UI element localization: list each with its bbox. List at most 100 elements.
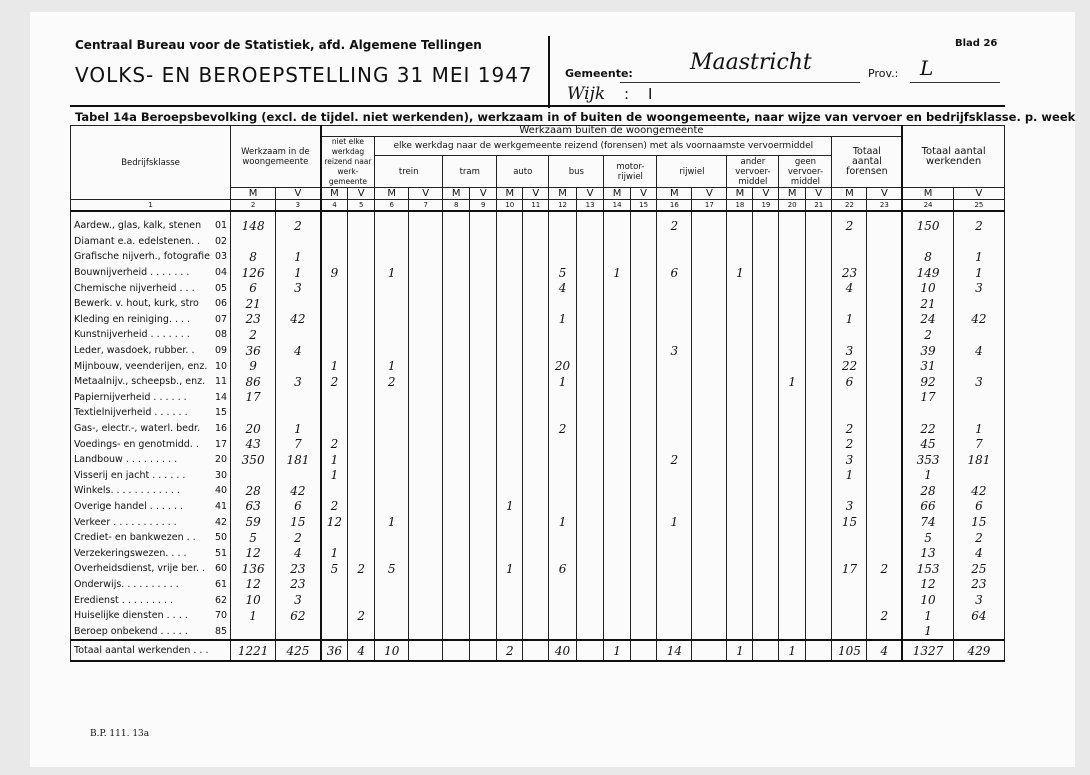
cell [469,358,498,374]
cell [442,498,471,515]
cell [866,592,903,608]
class-code: 41 [215,500,228,512]
sex-label: M [656,187,693,200]
cell [778,405,806,421]
cell [522,420,550,437]
cell [866,436,903,452]
class-code: 61 [215,578,228,590]
cell [656,561,693,577]
row-label: Winkels. . . . . . . . . . . . 40 [69,483,232,499]
cell: 23 [230,311,277,328]
cell [629,249,658,265]
cell [469,561,498,577]
cell [522,405,550,421]
cell: 2 [831,420,868,437]
cell [408,623,444,641]
cell: 350 [230,451,277,468]
table-row: Verkeer . . . . . . . . . . . 42 59 15 12 1 1 1… [69,514,1006,530]
cell [442,420,471,437]
cell [629,561,658,577]
cell [726,311,754,328]
cell [522,545,550,562]
cell [752,358,780,374]
cell [575,342,605,359]
cell [603,295,631,312]
cell [778,545,806,562]
cell: 10 [901,280,954,296]
cell [496,373,524,390]
cell [469,389,498,406]
cell [408,576,444,593]
divider [548,36,550,108]
cell: 1 [831,311,868,328]
cell: 6 [275,498,322,515]
row-label: Kleding en reiniging. . . . 07 [69,311,232,328]
cell [866,389,903,406]
cell [548,592,577,608]
class-code: 10 [215,360,228,372]
cell: 64 [952,607,1006,624]
cell [629,327,658,343]
cell [548,623,577,641]
cell: 3 [656,342,693,359]
cell: 2 [831,211,868,234]
cell [603,389,631,406]
header-cell: elke werkdag naar de werkgemeente reizen… [374,136,833,156]
row-label: Metaalnijv., scheepsb., enz. 11 [69,373,232,390]
table-row: Winkels. . . . . . . . . . . . 40 28 42 28 42 [69,483,1006,499]
cell: 1 [726,264,754,281]
cell [691,483,728,499]
cell [442,607,471,624]
cell: 3 [275,592,322,608]
cell: 2 [347,561,376,577]
cell: 23 [275,576,322,593]
cell [347,280,376,296]
province-label: Prov.: [868,67,899,80]
cell: 7 [952,436,1006,452]
cell [442,436,471,452]
label-text: Huiselijke diensten . . . . [74,610,188,622]
cell: 1 [496,561,524,577]
cell [522,467,550,484]
cell [319,233,349,250]
cell: 36 [230,342,277,359]
row-label: Crediet- en bankwezen . . 50 [69,529,232,546]
cell [408,607,444,624]
cell: 1 [831,467,868,484]
row-label: Grafische nijverh., fotografie 03 [69,249,232,265]
cell [866,211,903,234]
cell [752,311,780,328]
row-label: Textielnijverheid . . . . . . 15 [69,405,232,421]
cell [408,592,444,608]
cell [656,327,693,343]
sex-label: V [952,187,1006,200]
cell [319,576,349,593]
label-text: Beroep onbekend . . . . . [74,625,188,637]
cell [629,576,658,593]
cell [408,436,444,452]
cell [408,233,444,250]
cell [347,420,376,437]
header-cell: Bedrijfsklasse [69,125,232,200]
label-text: Leder, wasdoek, rubber. . [74,345,195,357]
cell [442,280,471,296]
sex-label: M [778,187,806,200]
cell [778,607,806,624]
table-caption: Tabel 14a Beroepsbevolking (excl. de tij… [75,110,1076,124]
label-text: Overheidsdienst, vrije ber. . [74,563,206,575]
cell [469,280,498,296]
class-code: 02 [215,235,228,247]
header-row: niet elke werkdag reizend naar werk-geme… [71,136,1005,188]
cell [752,592,780,608]
cell [408,498,444,515]
cell [656,592,693,608]
cell [522,211,550,234]
cell [603,211,631,234]
cell: 1 [275,249,322,265]
cell: 153 [901,561,954,577]
cell [374,249,410,265]
column-number: 14 [603,199,631,212]
cell [522,373,550,390]
cell: 3 [831,342,868,359]
cell [726,358,754,374]
